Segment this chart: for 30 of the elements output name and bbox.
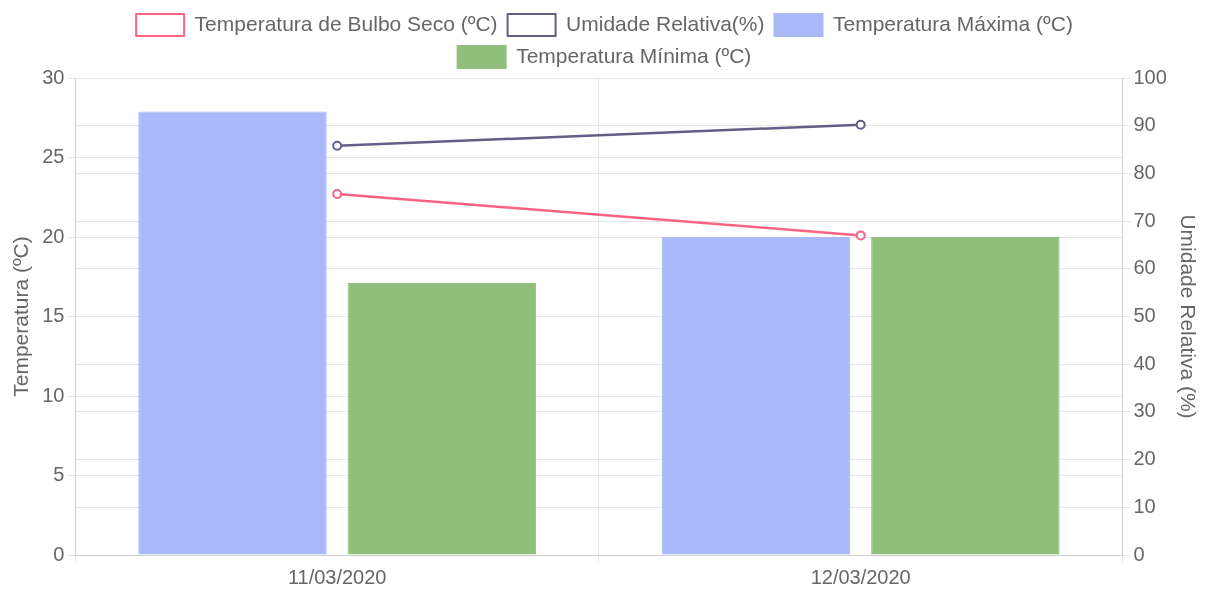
y-tick-label: 30 (42, 65, 65, 88)
y2-tick-label: 40 (1133, 351, 1156, 374)
y-tick-label: 0 (53, 542, 65, 565)
y-tick-label: 20 (42, 224, 65, 247)
legend-label: Temperatura de Bulbo Seco (ºC) (194, 11, 498, 35)
y2-tick-label: 80 (1133, 160, 1156, 183)
y2-axis-title: Umidade Relativa (%) (1176, 214, 1200, 419)
legend-label: Temperatura Máxima (ºC) (833, 11, 1073, 35)
y2-tick-label: 50 (1133, 304, 1156, 327)
y2-tick-label: 30 (1133, 399, 1156, 422)
y-tick-label: 15 (42, 304, 65, 327)
y2-tick-label: 90 (1133, 113, 1156, 136)
bar (661, 237, 851, 555)
legend-label: Umidade Relativa(%) (566, 11, 765, 35)
y-tick-label: 5 (53, 463, 65, 486)
bar (138, 111, 327, 555)
y2-tick-label: 60 (1133, 256, 1156, 279)
y2-tick-label: 100 (1133, 65, 1167, 88)
y2-tick-label: 0 (1133, 542, 1145, 565)
y-tick-label: 25 (42, 145, 65, 168)
x-tick-label: 11/03/2020 (287, 565, 387, 588)
x-tick-label: 12/03/2020 (810, 565, 911, 588)
bar (347, 283, 537, 555)
y2-tick-label: 20 (1133, 447, 1156, 470)
y-tick-label: 10 (42, 383, 65, 406)
y2-tick-label: 70 (1133, 208, 1156, 231)
y-axis-title: Temperatura (ºC) (9, 236, 33, 397)
bar (871, 237, 1060, 555)
y2-tick-label: 10 (1133, 494, 1156, 517)
legend-label: Temperatura Mínima (ºC) (516, 43, 752, 67)
